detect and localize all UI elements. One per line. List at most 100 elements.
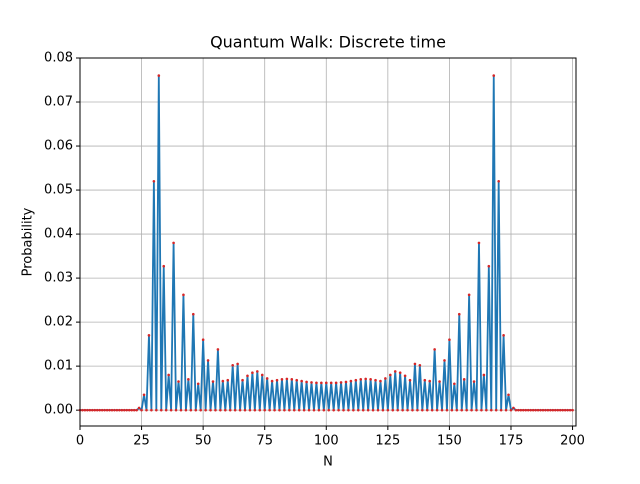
data-point: [110, 408, 114, 412]
data-point: [566, 408, 569, 412]
data-point: [416, 408, 419, 412]
data-point: [376, 408, 380, 412]
data-point: [81, 408, 84, 412]
data-point: [337, 408, 340, 412]
y-tick-label: 0.07: [44, 95, 73, 110]
x-tick-label: 100: [314, 434, 339, 449]
data-point: [307, 408, 311, 412]
x-tick-label: 75: [256, 434, 273, 449]
data-point: [379, 379, 382, 383]
data-point: [260, 373, 264, 377]
data-point: [265, 377, 269, 380]
data-point: [184, 408, 188, 412]
data-point: [571, 408, 574, 412]
data-point: [317, 408, 321, 412]
data-point: [179, 408, 183, 412]
data-point: [147, 334, 151, 337]
data-point: [280, 378, 284, 381]
data-point: [243, 408, 247, 412]
y-tick-label: 0.02: [44, 315, 73, 330]
data-point: [352, 408, 355, 412]
data-point: [393, 370, 397, 373]
data-point: [423, 378, 427, 382]
data-point: [103, 408, 106, 412]
data-point: [539, 408, 542, 412]
data-point: [258, 408, 262, 412]
data-point: [268, 408, 271, 412]
data-point: [512, 406, 515, 410]
data-point: [457, 312, 461, 316]
data-point: [127, 408, 131, 412]
data-point: [123, 408, 126, 412]
data-point: [524, 408, 528, 412]
data-point: [526, 408, 530, 412]
data-point: [292, 408, 296, 412]
data-point: [448, 338, 451, 342]
data-point: [398, 371, 402, 375]
x-tick-label: 125: [375, 434, 400, 449]
y-tick-label: 0.01: [44, 359, 73, 374]
data-point: [224, 408, 227, 412]
data-point: [219, 408, 222, 412]
data-point: [91, 408, 94, 412]
data-point: [487, 264, 491, 268]
data-point: [100, 408, 104, 412]
data-point: [374, 378, 377, 382]
data-point: [413, 362, 417, 366]
x-tick-label: 0: [76, 434, 84, 449]
data-point: [113, 408, 116, 412]
data-point: [361, 408, 365, 412]
data-point: [283, 408, 286, 412]
data-point: [305, 380, 308, 384]
data-point: [251, 371, 254, 375]
data-point: [356, 408, 360, 412]
data-point: [401, 408, 404, 412]
data-point: [253, 408, 257, 412]
data-point: [497, 179, 500, 183]
data-point: [204, 408, 207, 412]
data-point: [485, 408, 488, 412]
data-point: [169, 408, 173, 412]
data-point: [199, 408, 202, 412]
data-point: [509, 408, 513, 412]
data-point: [263, 408, 267, 412]
data-point: [155, 408, 158, 412]
x-tick-label: 175: [499, 434, 524, 449]
data-point: [248, 408, 252, 412]
data-point: [477, 241, 481, 245]
data-point: [502, 334, 505, 337]
data-point: [462, 378, 466, 381]
y-tick-label: 0.06: [44, 139, 73, 154]
y-tick-label: 0.05: [44, 183, 73, 198]
data-point: [389, 373, 392, 377]
data-point: [541, 408, 545, 412]
data-point: [236, 362, 239, 366]
data-point: [98, 408, 102, 412]
data-point: [152, 179, 156, 183]
data-point: [95, 408, 99, 412]
data-point: [273, 408, 276, 412]
data-point: [118, 408, 121, 412]
data-point: [366, 408, 370, 412]
data-point: [430, 408, 434, 412]
data-point: [492, 74, 496, 77]
data-point: [443, 359, 446, 362]
y-axis-label: Probability: [21, 207, 36, 276]
data-point: [435, 408, 439, 412]
data-point: [332, 408, 335, 412]
data-point: [182, 293, 185, 297]
data-point: [504, 408, 508, 412]
data-point: [288, 408, 291, 412]
x-tick-label: 25: [133, 434, 150, 449]
data-point: [384, 377, 387, 380]
data-point: [450, 408, 454, 412]
data-point: [551, 408, 555, 412]
data-point: [270, 379, 274, 383]
data-point: [241, 378, 244, 382]
data-point: [221, 379, 225, 383]
data-point: [344, 380, 348, 384]
data-point: [386, 408, 390, 412]
data-point: [445, 408, 449, 412]
data-point: [418, 363, 422, 367]
